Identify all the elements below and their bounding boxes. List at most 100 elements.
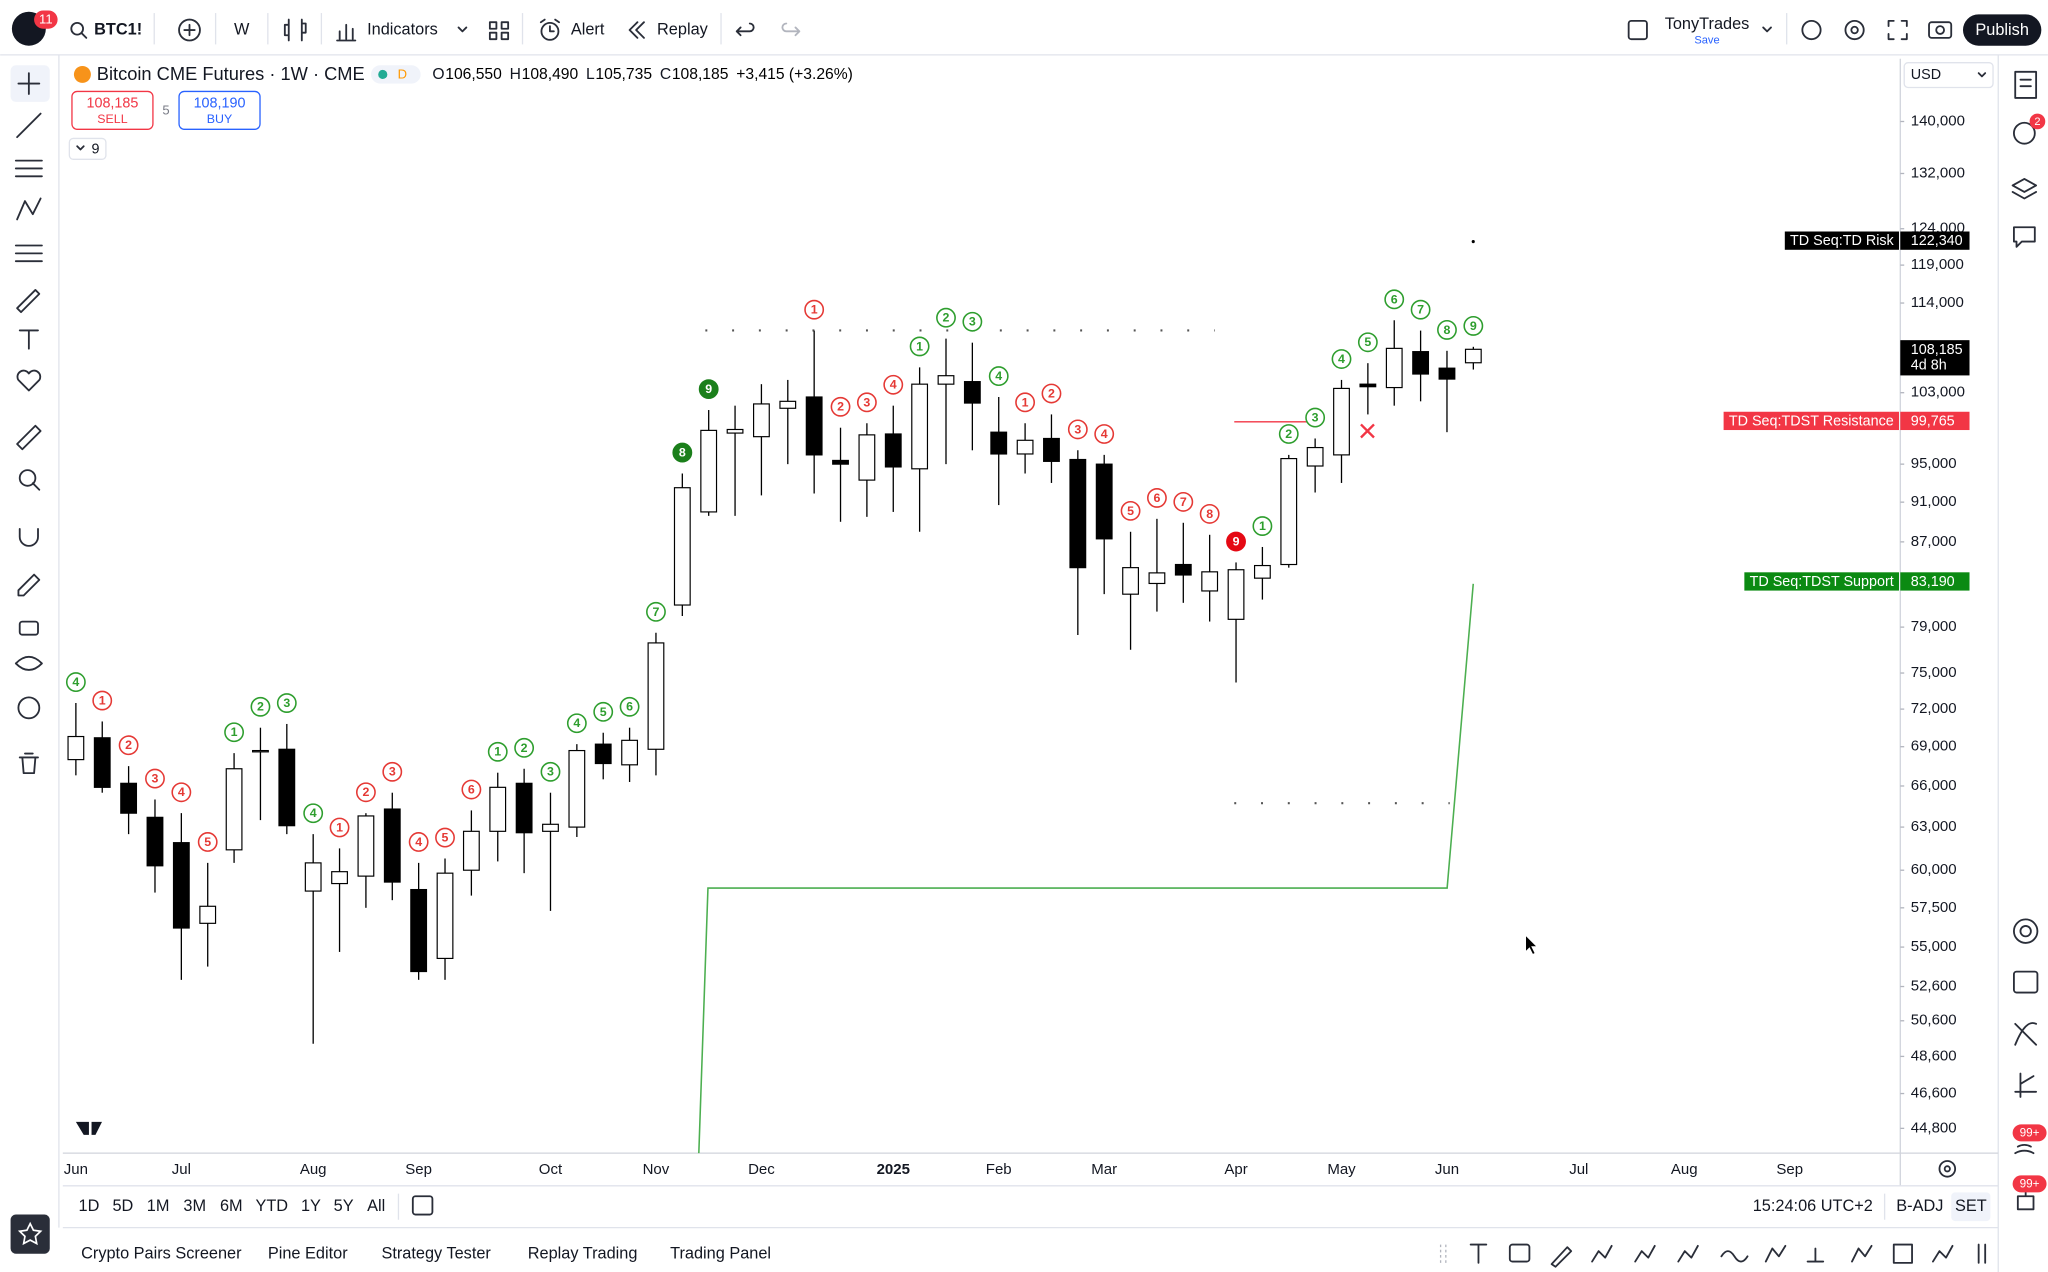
adjustment[interactable]: B-ADJ [1896,1197,1943,1215]
replay-button[interactable]: Replay [657,20,709,38]
currency: USD [1911,67,1941,83]
chevron[interactable] [1762,26,1772,33]
td-count: 5 [442,831,449,845]
td-count: 1 [1259,519,1266,533]
crosshair-tool[interactable] [17,72,41,95]
text-tool[interactable] [18,329,39,350]
watchlist-icon[interactable] [2014,70,2038,99]
fib-tool[interactable] [14,159,43,178]
settings-icon[interactable] [1844,19,1865,41]
td-count: 2 [257,700,264,714]
td-count-circle [1015,392,1036,413]
td-count: 3 [1074,422,1081,436]
brush-tool-mini[interactable] [1550,1246,1573,1268]
y-tick-label: 79,000 [1911,618,1957,635]
panel-tab[interactable]: Pine Editor [268,1245,348,1263]
wave-tools-mini[interactable] [1720,1244,1825,1263]
axis-settings-icon[interactable] [1938,1160,1957,1178]
layout-checkbox[interactable] [1627,19,1648,41]
chevron[interactable] [457,26,468,33]
magnet-tool[interactable] [18,527,39,547]
quick-search-icon[interactable] [1801,19,1822,41]
object-tree-tool[interactable] [17,696,41,720]
visibility-tool[interactable] [14,655,43,671]
undo-icon[interactable] [735,22,755,37]
chevron [76,145,85,151]
td-count: 4 [72,675,79,689]
delete-tool[interactable] [18,752,39,775]
alert-button[interactable]: Alert [571,20,605,38]
range-button[interactable]: 1M [147,1197,170,1215]
draw-mode-tool[interactable] [17,573,41,597]
y-tick-label: 87,000 [1911,533,1957,550]
range-button[interactable]: 5Y [334,1197,354,1215]
candle-body [937,375,955,385]
brush-tool[interactable] [16,289,41,314]
price-axis: 140,000132,000124,000119,000114,000103,0… [1900,112,1965,1136]
layouts-icon[interactable] [488,21,510,41]
goto-date-icon[interactable] [411,1195,434,1216]
alerts-icon[interactable] [2012,121,2036,145]
measure-tool[interactable] [16,424,42,451]
indicators-button[interactable]: Indicators [367,20,438,38]
chart-icon[interactable] [2014,1072,2038,1098]
indicators-toggle[interactable] [68,137,107,160]
td-count-circle [883,374,904,395]
image-tool-mini[interactable] [1508,1243,1531,1263]
badge-value: 122,340 [1911,233,1963,249]
range-button[interactable]: YTD [255,1197,288,1215]
td-overlays [75,240,1539,1154]
chevron [1977,72,1987,78]
x-tick-label: Nov [643,1161,670,1178]
watchlist-button[interactable] [10,1214,50,1254]
alert-icon [540,21,560,41]
panel-tab[interactable]: Strategy Tester [381,1245,491,1263]
calendar-icon[interactable] [2012,970,2039,994]
panel-tab[interactable]: Replay Trading [528,1245,638,1263]
pattern-tools-mini[interactable] [1591,1244,1699,1263]
symbol[interactable]: BTC1! [94,20,142,38]
strategy-icon[interactable] [2014,1022,2038,1046]
td-count-circle [118,735,139,756]
panel-tab[interactable]: Trading Panel [670,1245,771,1263]
range-button[interactable]: 1D [79,1197,100,1215]
streams-icon[interactable] [2014,1144,2035,1155]
buy-button[interactable] [178,90,261,130]
chart-title[interactable]: Bitcoin CME Futures · 1W · CME [97,63,365,84]
projection-tool[interactable] [14,244,43,263]
publish-button[interactable] [1962,14,2042,46]
badge-value: 99,765 [1911,413,1955,429]
currency-selector[interactable] [1903,62,1994,89]
range-button[interactable]: 3M [183,1197,206,1215]
clock[interactable]: 15:24:06 UTC+2 [1753,1197,1873,1215]
y-tick-label: 119,000 [1911,256,1964,273]
snapshot-icon[interactable] [1928,21,1953,39]
range-button[interactable]: 6M [220,1197,243,1215]
layers-icon[interactable] [2011,178,2038,200]
chart-type-icon[interactable] [283,18,307,42]
range-button[interactable]: 5D [112,1197,133,1215]
lock-tool[interactable] [18,620,39,636]
session-bg[interactable] [1951,1192,1991,1222]
trendline-tool[interactable] [16,112,42,139]
favorites-tool[interactable] [16,369,42,392]
fullscreen-icon[interactable] [1887,19,1908,41]
candle-body [673,487,691,606]
text-tool-mini[interactable] [1469,1243,1488,1264]
range-button[interactable]: All [367,1197,385,1215]
save-status[interactable]: Save [1694,34,1719,46]
range-button[interactable]: 1Y [301,1197,321,1215]
sell-button[interactable] [71,90,154,130]
chat-icon[interactable] [2012,226,2036,248]
pattern-tool[interactable] [16,197,42,221]
target-icon[interactable] [2012,918,2039,944]
add-symbol-icon[interactable] [178,18,201,42]
interval[interactable]: W [234,20,250,38]
more-tools-mini[interactable] [1851,1243,1987,1264]
redo-icon[interactable] [781,22,801,37]
panel-tab[interactable]: Crypto Pairs Screener [81,1245,242,1263]
user-name[interactable]: TonyTrades [1665,15,1750,33]
notification-count: 11 [39,12,53,27]
candle-body [383,808,401,883]
zoom-tool[interactable] [18,469,37,487]
